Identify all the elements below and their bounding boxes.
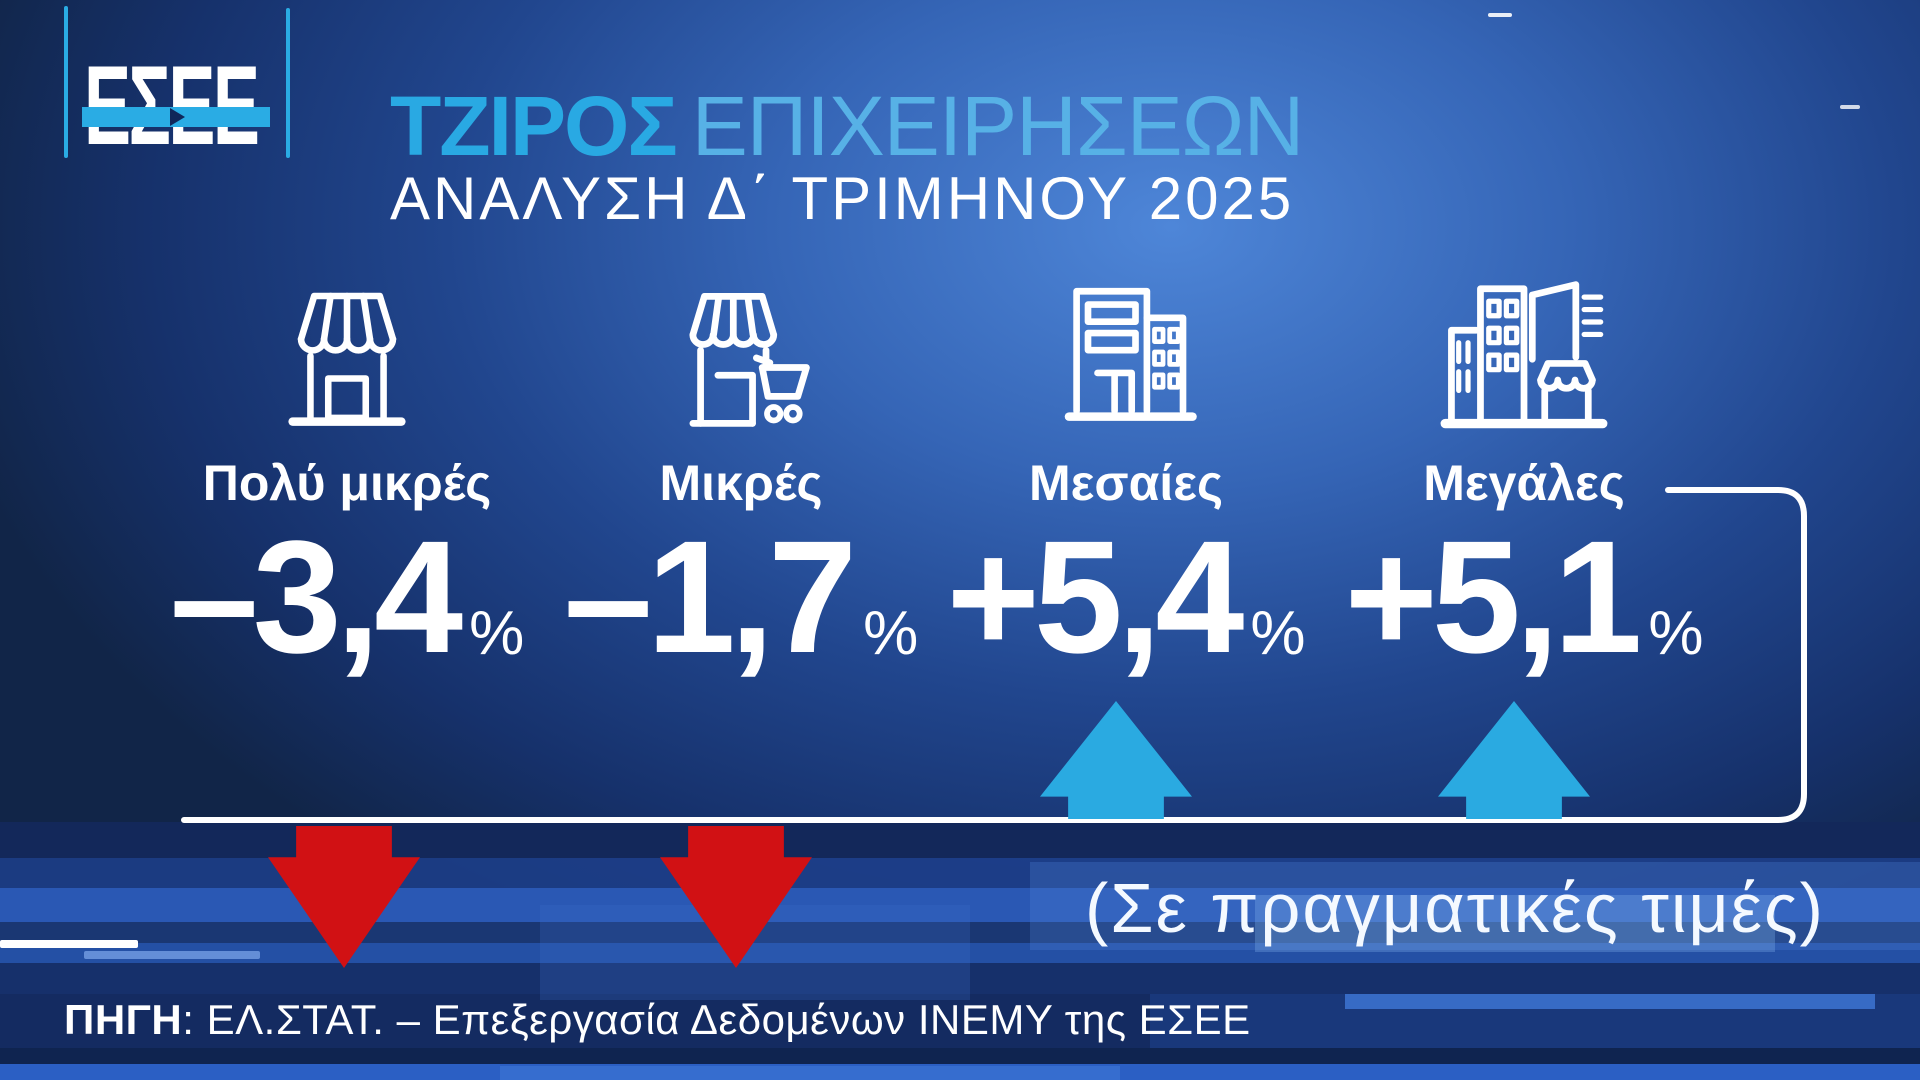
- category-label: Πολύ μικρές: [202, 455, 492, 511]
- bg-stripe-glow: [1345, 994, 1875, 1009]
- decor-dash-right: [1840, 105, 1860, 109]
- title-secondary: ΕΠΙΧΕΙΡΗΣΕΩΝ: [691, 79, 1305, 173]
- page-subtitle: ΑΝΑΛΥΣΗ Δ΄ ΤΡΙΜΗΝΟΥ 2025: [390, 165, 1295, 232]
- source-label: ΠΗΓΗ: [64, 996, 183, 1043]
- accent-rule-left: [64, 6, 68, 158]
- accent-rule-divider: [286, 8, 290, 158]
- bg-stripe: [0, 963, 1920, 994]
- category-label: Μεσαίες: [1029, 455, 1223, 511]
- bg-stripe-glow: [1030, 862, 1920, 950]
- city-buildings-icon: [1440, 281, 1608, 429]
- icon-wrap: [511, 264, 971, 436]
- value-number: +5,4: [946, 507, 1245, 686]
- bg-stripe-glow: [500, 1066, 1120, 1080]
- decor-dash-top: [1488, 13, 1512, 17]
- source-text: : ΕΛ.ΣΤΑΤ. – Επεξεργασία Δεδομένων ΙΝΕΜΥ…: [182, 996, 1251, 1043]
- logo-band: [82, 107, 270, 127]
- esee-logo: ΕΣΕΕ: [84, 43, 260, 168]
- value-unit: %: [1648, 599, 1704, 668]
- decor-dash-bottom-left: [0, 940, 138, 948]
- icon-wrap: [1294, 264, 1754, 436]
- category-column-very-small: Πολύ μικρές –3,4%: [117, 264, 577, 723]
- category-value: +5,4%: [896, 517, 1356, 723]
- source-line: ΠΗΓΗ: ΕΛ.ΣΤΑΤ. – Επεξεργασία Δεδομένων Ι…: [64, 996, 1251, 1044]
- bg-stripe: [0, 822, 1920, 858]
- decor-dash-bottom-left-blue: [84, 951, 260, 959]
- bg-stripe: [0, 943, 1920, 963]
- shop-cart-icon: [689, 292, 810, 427]
- logo-band-arrow-icon: [170, 108, 185, 126]
- title-primary: ΤΖΙΡΟΣ: [390, 79, 678, 173]
- category-label: Μεγάλες: [1423, 455, 1625, 511]
- value-number: –1,7: [563, 507, 857, 686]
- category-column-medium: Μεσαίες +5,4%: [896, 264, 1356, 723]
- value-number: +5,1: [1344, 507, 1643, 686]
- office-buildings-icon: [1064, 287, 1197, 421]
- icon-wrap: [117, 264, 577, 436]
- bg-stripe-glow: [1255, 895, 1775, 952]
- annotation-real-prices: (Σε πραγματικές τιμές): [1084, 869, 1826, 947]
- category-value: –3,4%: [117, 517, 577, 723]
- bg-stripe: [0, 1048, 1920, 1064]
- category-column-large: Μεγάλες +5,1%: [1294, 264, 1754, 723]
- page-title: ΤΖΙΡΟΣ ΕΠΙΧΕΙΡΗΣΕΩΝ: [390, 78, 1305, 175]
- storefront-icon: [288, 292, 406, 426]
- bg-stripe: [0, 922, 1920, 943]
- category-value: +5,1%: [1294, 517, 1754, 723]
- value-number: –3,4: [169, 507, 463, 686]
- icon-wrap: [896, 264, 1356, 436]
